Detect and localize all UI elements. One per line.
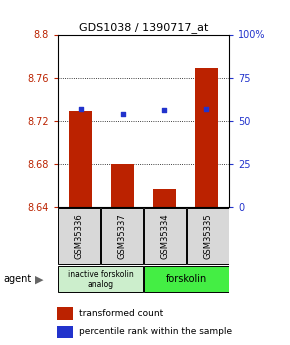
Text: ▶: ▶ [35,275,43,284]
Bar [58,208,100,265]
Bar [57,326,72,338]
Point [204,106,209,111]
Text: inactive forskolin
analog: inactive forskolin analog [68,270,133,289]
Point [120,111,125,117]
Text: GSM35335: GSM35335 [203,214,212,259]
Title: GDS1038 / 1390717_at: GDS1038 / 1390717_at [79,22,208,33]
Text: percentile rank within the sample: percentile rank within the sample [79,327,233,336]
Point [162,108,167,113]
Bar [144,266,229,293]
Text: forskolin: forskolin [166,275,207,284]
Text: GSM35337: GSM35337 [118,214,127,259]
Bar [144,208,186,265]
Bar [111,164,134,207]
Bar [153,189,176,207]
Bar [101,208,143,265]
Text: agent: agent [3,275,31,284]
Text: GSM35336: GSM35336 [75,214,84,259]
Bar [58,266,143,293]
Text: GSM35334: GSM35334 [160,214,169,259]
Text: transformed count: transformed count [79,309,164,318]
Bar [70,111,93,207]
Bar [57,307,72,319]
Bar [195,68,218,207]
Point [79,106,83,111]
Bar [187,208,229,265]
